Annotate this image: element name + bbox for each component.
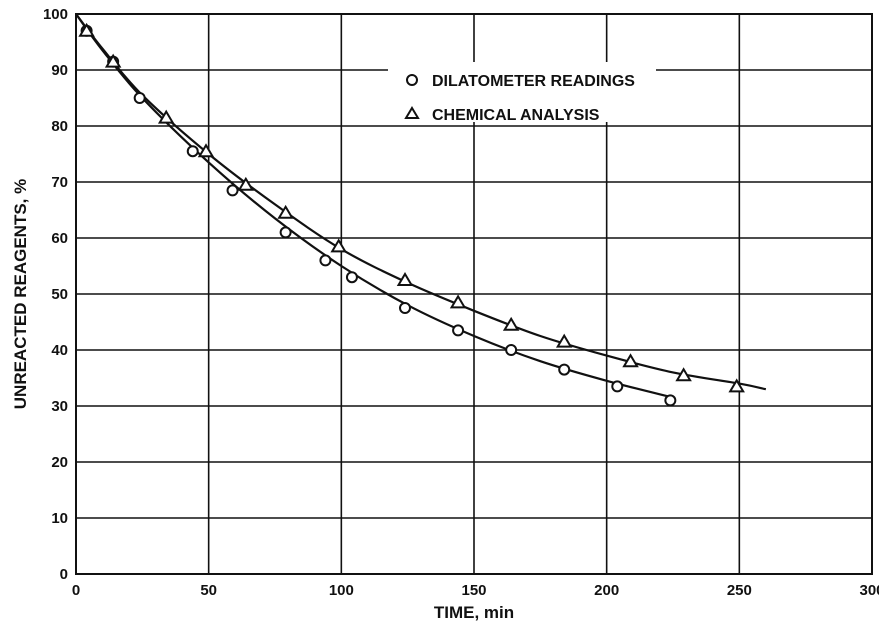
- data-point-circle: [345, 271, 358, 284]
- x-tick-label: 150: [461, 582, 486, 599]
- data-point-triangle: [104, 53, 122, 68]
- x-tick-label: 50: [200, 582, 217, 599]
- legend-label-chemical: CHEMICAL ANALYSIS: [432, 107, 600, 124]
- y-tick-label: 10: [51, 510, 68, 527]
- data-point-circle: [133, 92, 146, 104]
- data-point-triangle: [396, 272, 414, 286]
- x-tick-label: 0: [72, 582, 80, 599]
- data-point-circle: [664, 394, 677, 407]
- data-point-circle: [319, 254, 332, 267]
- data-point-circle: [505, 344, 518, 356]
- tick-labels: 0 50 100 150 200 250 300 0 10 20 30 40 50 60 70 80 90 100: [43, 6, 879, 599]
- legend-label-dilatometer: DILATOMETER READINGS: [432, 73, 635, 90]
- y-axis-title: UNREACTED REAGENTS, %: [11, 179, 30, 409]
- data-point-circle: [611, 380, 624, 393]
- x-tick-label: 300: [859, 582, 879, 599]
- y-tick-label: 40: [51, 342, 68, 359]
- data-point-triangle: [728, 378, 745, 393]
- y-tick-label: 80: [51, 118, 68, 135]
- y-tick-label: 0: [60, 566, 68, 583]
- y-tick-label: 90: [51, 62, 68, 79]
- x-axis-title: TIME, min: [434, 603, 514, 622]
- x-tick-label: 100: [329, 582, 354, 599]
- data-point-triangle: [330, 238, 347, 253]
- x-tick-label: 200: [594, 582, 619, 599]
- x-tick-label: 250: [727, 582, 752, 599]
- y-tick-label: 100: [43, 6, 68, 23]
- data-points: [78, 22, 745, 407]
- data-point-triangle: [675, 367, 692, 382]
- y-tick-label: 50: [51, 286, 68, 303]
- data-point-triangle: [237, 176, 255, 191]
- y-tick-label: 30: [51, 398, 68, 415]
- data-point-circle: [558, 363, 571, 376]
- y-tick-label: 70: [51, 174, 68, 191]
- data-point-triangle: [157, 109, 175, 124]
- data-point-circle: [186, 145, 199, 158]
- data-point-triangle: [622, 353, 639, 368]
- data-point-triangle: [502, 316, 520, 331]
- data-point-circle: [226, 184, 239, 197]
- data-point-circle: [399, 302, 412, 314]
- plot-frame: [75, 13, 873, 575]
- data-point-triangle: [78, 22, 95, 37]
- y-tick-label: 60: [51, 230, 68, 247]
- data-point-triangle: [197, 143, 215, 158]
- data-point-triangle: [449, 294, 467, 309]
- y-tick-label: 20: [51, 454, 68, 471]
- legend-box: [388, 62, 656, 122]
- data-point-circle: [452, 324, 465, 337]
- data-point-triangle: [277, 204, 294, 219]
- legend-marker-triangle: [404, 106, 420, 119]
- data-point-circle: [279, 226, 292, 239]
- legend-marker-circle: [406, 74, 418, 86]
- data-point-triangle: [555, 333, 573, 348]
